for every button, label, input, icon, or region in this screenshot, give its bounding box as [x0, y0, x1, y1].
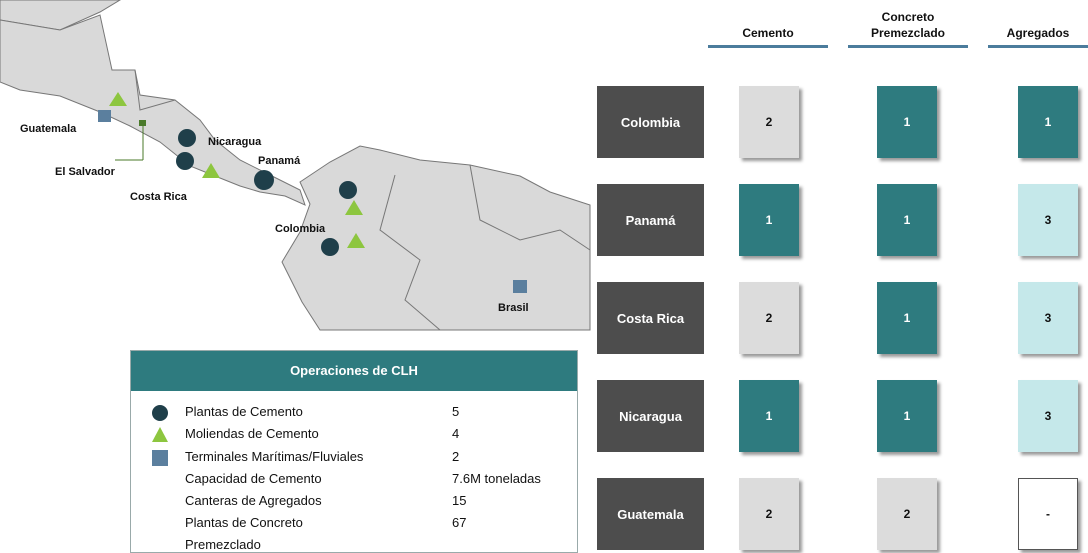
- country-label: Guatemala: [597, 478, 704, 550]
- legend-label: Canteras de Agregados: [185, 493, 322, 508]
- plant-marker: [178, 129, 196, 147]
- cell: 1: [877, 86, 937, 158]
- cell: 2: [739, 478, 799, 550]
- column-header: Agregados: [988, 0, 1088, 48]
- country-label: Colombia: [597, 86, 704, 158]
- map-label: Costa Rica: [130, 191, 188, 203]
- legend-icon-shape: [152, 427, 168, 442]
- cell: 1: [877, 380, 937, 452]
- legend-icon: [151, 426, 169, 447]
- column-header: Concreto Premezclado: [848, 0, 968, 48]
- cell: 1: [739, 380, 799, 452]
- border: [379, 174, 441, 331]
- grinding-marker: [202, 163, 220, 178]
- terminal-marker: [513, 280, 527, 293]
- cell: 1: [1018, 86, 1078, 158]
- plant-marker: [339, 181, 357, 199]
- column-header: Cemento: [708, 0, 828, 48]
- legend-icon: [151, 404, 169, 425]
- legend-value: 2: [452, 449, 460, 464]
- grinding-marker: [109, 92, 127, 106]
- plant-marker: [254, 170, 274, 190]
- country-label: Panamá: [597, 184, 704, 256]
- legend: Operaciones de CLH Plantas de Cemento 5 Mo…: [130, 350, 578, 553]
- legend-value: 67: [452, 515, 467, 530]
- el-salvador-marker: [139, 120, 146, 126]
- legend-value: 5: [452, 404, 460, 419]
- legend-label: Plantas de Cemento: [185, 404, 303, 419]
- legend-icon-shape: [152, 405, 168, 421]
- map-label: Colombia: [275, 223, 326, 235]
- legend-title: Operaciones de CLH: [131, 351, 577, 391]
- grinding-marker: [345, 200, 363, 215]
- cell: 1: [739, 184, 799, 256]
- legend-icon-shape: [152, 450, 168, 466]
- legend-value: 15: [452, 493, 467, 508]
- cell: 3: [1018, 184, 1078, 256]
- cell: 1: [877, 184, 937, 256]
- country-label: Nicaragua: [597, 380, 704, 452]
- legend-label: Plantas de Concreto Premezclado: [185, 515, 303, 552]
- border: [469, 164, 591, 251]
- map-label: Panamá: [258, 155, 301, 167]
- map-label: Brasil: [498, 302, 529, 314]
- land: [281, 145, 591, 331]
- cell: -: [1018, 478, 1078, 550]
- legend-label: Moliendas de Cemento: [185, 426, 319, 441]
- plant-marker: [321, 238, 339, 256]
- legend-value: 4: [452, 426, 460, 441]
- map: Guatemala El Salvador Nicaragua Costa Ri…: [0, 0, 591, 331]
- country-label: Costa Rica: [597, 282, 704, 354]
- cell: 1: [877, 282, 937, 354]
- legend-icon: [151, 449, 169, 470]
- cell: 2: [739, 282, 799, 354]
- cell: 2: [739, 86, 799, 158]
- plant-marker: [176, 152, 194, 170]
- map-label: Nicaragua: [208, 136, 262, 148]
- cell: 3: [1018, 380, 1078, 452]
- grinding-marker: [347, 233, 365, 248]
- map-label: Guatemala: [20, 123, 77, 135]
- legend-value: 7.6M toneladas: [452, 471, 541, 486]
- legend-label: Terminales Marítimas/Fluviales: [185, 449, 364, 464]
- terminal-marker: [98, 110, 111, 122]
- map-label: El Salvador: [55, 166, 116, 178]
- border: [134, 69, 176, 111]
- legend-label: Capacidad de Cemento: [185, 471, 322, 486]
- cell: 2: [877, 478, 937, 550]
- cell: 3: [1018, 282, 1078, 354]
